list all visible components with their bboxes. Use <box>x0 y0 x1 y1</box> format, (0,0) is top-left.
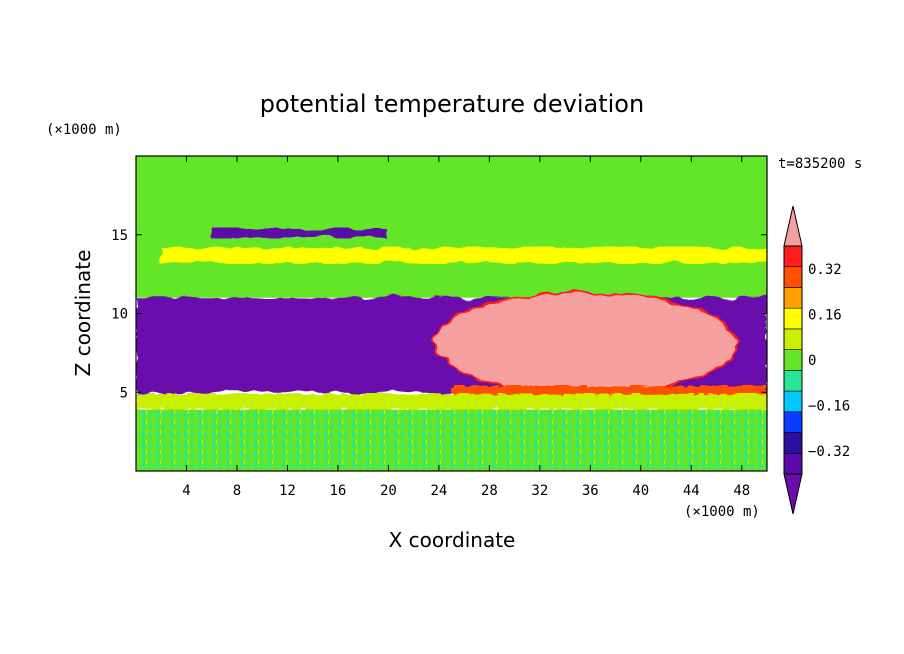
colorbar: 0.32 0.16 0 −0.16 −0.32 <box>783 205 850 515</box>
y-axis-ticks: 5 10 15 <box>111 228 767 401</box>
colorbar-bin <box>783 328 803 350</box>
x-tick-label: 8 <box>233 483 241 499</box>
colorbar-tick-label: 0.32 <box>808 262 842 278</box>
x-tick-label: 44 <box>683 483 700 499</box>
chart-title: potential temperature deviation <box>260 90 644 118</box>
colorbar-under-triangle <box>783 473 803 515</box>
colorbar-frame <box>783 245 803 475</box>
colorbar-bin <box>783 287 803 309</box>
colorbar-bin <box>783 307 803 330</box>
colorbar-bin <box>783 411 803 433</box>
x-tick-label: 28 <box>481 483 498 499</box>
colorbar-bin <box>783 349 803 371</box>
colorbar-bin <box>783 390 803 413</box>
x-tick-label: 12 <box>279 483 296 499</box>
x-tick-label: 24 <box>430 483 447 499</box>
colorbar-bin <box>783 266 803 288</box>
field-region-warm-anomaly <box>433 290 739 396</box>
x-tick-label: 4 <box>182 483 190 499</box>
field-region-upper-cool-band <box>211 228 389 238</box>
y-tick-label: 5 <box>120 385 128 401</box>
field-region-upper-atmosphere <box>136 156 767 298</box>
colorbar-bin <box>783 370 803 392</box>
colorbar-bin <box>783 452 803 475</box>
colorbar-tick-label: 0 <box>808 353 816 369</box>
colorbar-bin <box>783 432 803 454</box>
field-region-upper-warm-band <box>161 247 767 264</box>
y-unit-label: (×1000 m) <box>46 122 122 138</box>
contour-field <box>136 156 767 471</box>
colorbar-tick-label: 0.16 <box>808 307 842 323</box>
x-tick-label: 16 <box>329 483 346 499</box>
colorbar-tick-label: −0.32 <box>808 444 850 460</box>
y-tick-label: 10 <box>111 307 128 323</box>
x-tick-label: 32 <box>531 483 548 499</box>
x-axis-ticks: 4 8 12 16 20 24 28 32 36 40 44 48 <box>182 156 750 499</box>
y-tick-label: 15 <box>111 228 128 244</box>
time-label: t=835200 s <box>778 156 862 172</box>
field-region-boundary-layer <box>136 409 767 471</box>
x-tick-label: 36 <box>582 483 599 499</box>
y-axis-label: Z coordinate <box>71 250 95 377</box>
x-tick-label: 40 <box>632 483 649 499</box>
x-tick-label: 20 <box>380 483 397 499</box>
x-tick-label: 48 <box>733 483 750 499</box>
colorbar-over-triangle <box>783 205 803 247</box>
field-region-lower-stable-layer <box>136 393 767 410</box>
colorbar-tick-label: −0.16 <box>808 399 850 415</box>
colorbar-bin <box>783 245 803 268</box>
x-axis-label: X coordinate <box>389 528 516 552</box>
x-unit-label: (×1000 m) <box>684 504 760 520</box>
